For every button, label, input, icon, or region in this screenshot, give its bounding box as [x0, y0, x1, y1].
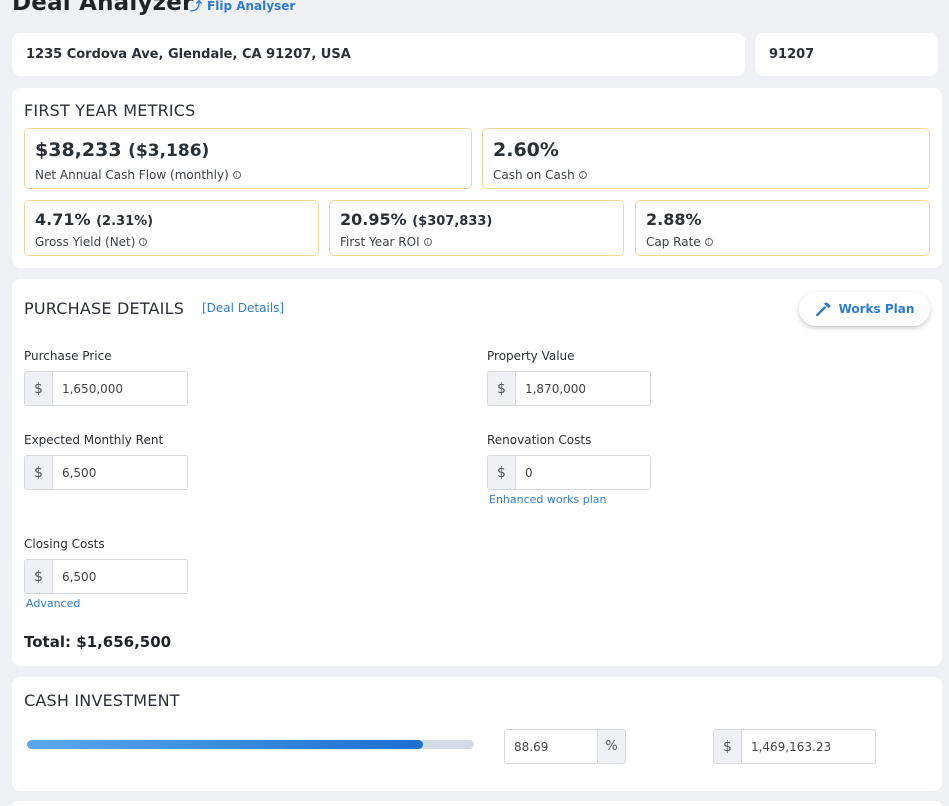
- currency-addon: $: [714, 730, 742, 763]
- info-icon[interactable]: i: [578, 171, 587, 179]
- purchase-total: Total: $1,656,500: [24, 633, 172, 651]
- renovation-costs-input[interactable]: [515, 456, 650, 489]
- closing-costs-group: $: [24, 559, 188, 594]
- purchase-price-group: $: [24, 371, 188, 406]
- purchase-details-title: PURCHASE DETAILS: [24, 299, 185, 318]
- percent-addon: %: [597, 730, 625, 763]
- currency-addon: $: [25, 456, 53, 489]
- cash-percent-group: %: [504, 729, 626, 764]
- purchase-price-label: Purchase Price: [24, 349, 112, 363]
- gross-yield-metric: 4.71% (2.31%) Gross Yield (Net) i: [24, 200, 319, 256]
- hammer-icon: [815, 302, 831, 317]
- cash-amount-input[interactable]: [741, 730, 875, 763]
- monthly-rent-label: Expected Monthly Rent: [24, 433, 164, 447]
- property-value-label: Property Value: [487, 349, 575, 363]
- currency-addon: $: [25, 372, 53, 405]
- cash-on-cash-metric: 2.60% Cash on Cash i: [482, 128, 930, 189]
- first-year-metrics-card: FIRST YEAR METRICS $38,233 ($3,186) Net …: [12, 88, 942, 268]
- zip-field[interactable]: 91207: [755, 33, 938, 76]
- address-text: 1235 Cordova Ave, Glendale, CA 91207, US…: [26, 47, 351, 62]
- cash-flow-label: Net Annual Cash Flow (monthly) i: [35, 168, 241, 182]
- cap-rate-label: Cap Rate i: [646, 235, 713, 249]
- info-icon[interactable]: i: [423, 238, 432, 246]
- cash-investment-card: CASH INVESTMENT % $: [12, 677, 942, 791]
- next-section-card: [12, 801, 942, 806]
- purchase-details-card: PURCHASE DETAILS [Deal Details] Works Pl…: [12, 279, 942, 666]
- currency-addon: $: [25, 560, 53, 593]
- cash-on-cash-label: Cash on Cash i: [493, 168, 587, 182]
- cash-investment-slider[interactable]: [27, 740, 474, 749]
- enhanced-works-plan-link[interactable]: Enhanced works plan: [489, 493, 607, 506]
- works-plan-label: Works Plan: [838, 302, 915, 316]
- cash-amount-group: $: [713, 729, 876, 764]
- monthly-rent-group: $: [24, 455, 188, 490]
- cap-rate-metric: 2.88% Cap Rate i: [635, 200, 930, 256]
- cash-investment-title: CASH INVESTMENT: [24, 691, 180, 710]
- flip-analyser-label: Flip Analyser: [207, 0, 296, 13]
- first-year-roi-value: 20.95% ($307,833): [340, 210, 493, 229]
- cash-investment-slider-fill: [27, 740, 424, 749]
- monthly-rent-input[interactable]: [52, 456, 187, 489]
- info-icon[interactable]: i: [139, 238, 148, 246]
- renovation-costs-label: Renovation Costs: [487, 433, 592, 447]
- flip-analyser-link[interactable]: ⤴ Flip Analyser: [190, 0, 295, 14]
- gross-yield-value: 4.71% (2.31%): [35, 210, 154, 229]
- cap-rate-value: 2.88%: [646, 210, 702, 229]
- info-icon[interactable]: i: [704, 238, 713, 246]
- page-title: Deal Analyzer: [12, 0, 194, 16]
- return-arrow-icon: ⤴: [190, 0, 203, 13]
- cash-flow-value: $38,233 ($3,186): [35, 139, 210, 161]
- currency-addon: $: [488, 372, 516, 405]
- closing-costs-input[interactable]: [52, 560, 187, 593]
- purchase-price-input[interactable]: [52, 372, 187, 405]
- cash-flow-metric: $38,233 ($3,186) Net Annual Cash Flow (m…: [24, 128, 472, 189]
- first-year-roi-metric: 20.95% ($307,833) First Year ROI i: [329, 200, 624, 256]
- closing-costs-label: Closing Costs: [24, 537, 105, 551]
- first-year-roi-label: First Year ROI i: [340, 235, 432, 249]
- first-year-metrics-title: FIRST YEAR METRICS: [24, 101, 196, 120]
- cash-on-cash-value: 2.60%: [493, 139, 559, 161]
- property-value-group: $: [487, 371, 651, 406]
- cash-percent-input[interactable]: [505, 730, 598, 763]
- address-field[interactable]: 1235 Cordova Ave, Glendale, CA 91207, US…: [12, 33, 745, 76]
- renovation-costs-group: $: [487, 455, 651, 490]
- deal-details-link[interactable]: [Deal Details]: [202, 301, 285, 315]
- currency-addon: $: [488, 456, 516, 489]
- gross-yield-label: Gross Yield (Net) i: [35, 235, 148, 249]
- property-value-input[interactable]: [515, 372, 650, 405]
- info-icon[interactable]: i: [232, 171, 241, 179]
- works-plan-button[interactable]: Works Plan: [799, 292, 930, 326]
- advanced-link[interactable]: Advanced: [26, 597, 81, 610]
- zip-text: 91207: [769, 47, 815, 62]
